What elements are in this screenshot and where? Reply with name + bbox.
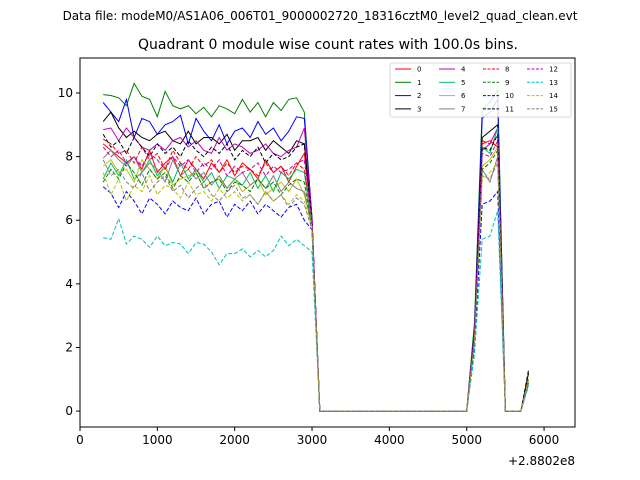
- y-tick-label: 4: [65, 277, 73, 291]
- chart-suptitle: Data file: modeM0/AS1A06_006T01_90000027…: [63, 9, 578, 23]
- legend-label-4: 4: [461, 66, 466, 74]
- legend-label-7: 7: [461, 105, 465, 113]
- legend-label-14: 14: [549, 92, 558, 100]
- x-tick-label: 6000: [529, 433, 560, 447]
- legend-frame: [389, 62, 572, 118]
- legend-label-6: 6: [461, 92, 466, 100]
- legend-label-3: 3: [417, 105, 421, 113]
- series-line-15: [102, 159, 530, 412]
- legend-label-9: 9: [505, 79, 509, 87]
- x-tick-label: 1000: [142, 433, 173, 447]
- x-tick-label: 4000: [374, 433, 405, 447]
- legend-label-11: 11: [505, 105, 514, 113]
- legend-label-10: 10: [505, 92, 514, 100]
- legend-label-8: 8: [505, 66, 509, 74]
- legend-label-2: 2: [417, 92, 421, 100]
- x-tick-label: 3000: [297, 433, 328, 447]
- y-tick-label: 2: [65, 340, 73, 354]
- x-tick-label: 2000: [219, 433, 250, 447]
- legend-label-1: 1: [417, 79, 421, 87]
- chart-title: Quadrant 0 module wise count rates with …: [138, 37, 518, 53]
- legend-label-5: 5: [461, 79, 465, 87]
- y-tick-label: 8: [65, 150, 73, 164]
- x-offset-label: +2.8802e8: [508, 454, 575, 468]
- y-tick-label: 0: [65, 404, 73, 418]
- y-tick-label: 10: [58, 86, 73, 100]
- legend-label-0: 0: [417, 66, 421, 74]
- y-tick-label: 6: [65, 213, 73, 227]
- legend-label-12: 12: [549, 66, 558, 74]
- x-tick-label: 5000: [451, 433, 482, 447]
- axes-frame: [79, 57, 576, 428]
- legend-label-13: 13: [549, 79, 558, 87]
- legend-label-15: 15: [549, 105, 558, 113]
- series-group: [102, 82, 530, 412]
- x-tick-label: 0: [76, 433, 84, 447]
